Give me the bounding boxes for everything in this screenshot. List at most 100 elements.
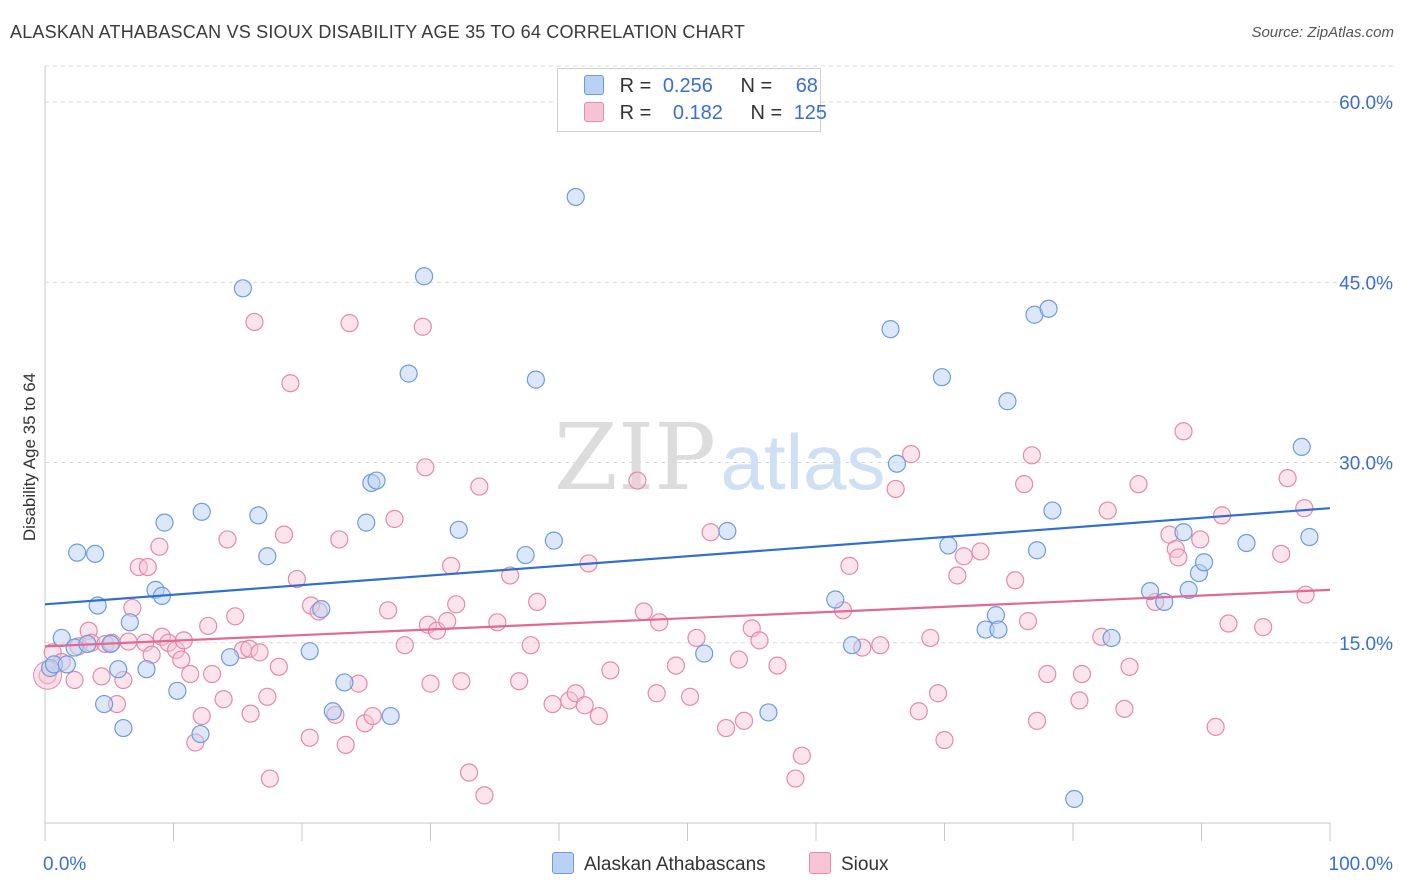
sioux-point xyxy=(260,769,279,788)
sioux-point xyxy=(240,639,259,658)
sioux-point xyxy=(181,664,200,684)
athabascan-point xyxy=(300,642,319,661)
sioux-point xyxy=(1006,571,1025,590)
athabascan-point xyxy=(109,660,128,679)
athabascan-point xyxy=(1027,541,1047,560)
sioux-point xyxy=(528,592,547,612)
sioux-point xyxy=(1254,618,1273,637)
athabascan-point xyxy=(759,703,778,722)
sioux-point xyxy=(871,636,890,655)
sioux-point xyxy=(274,525,294,544)
athabascan-point xyxy=(114,718,133,738)
athabascan-point xyxy=(881,320,900,339)
athabascan-point xyxy=(695,644,714,663)
athabascan-point xyxy=(137,660,156,679)
sioux-point xyxy=(1206,717,1225,736)
sioux-point xyxy=(501,566,520,585)
athabascan-point xyxy=(120,613,139,632)
athabascan-point xyxy=(566,187,585,207)
bottom-legend-label: Sioux xyxy=(841,854,889,875)
bottom-legend-label: Alaskan Athabascans xyxy=(584,854,766,875)
athabascan-point xyxy=(95,694,114,714)
sioux-point xyxy=(336,735,355,754)
athabascan-point xyxy=(1043,501,1062,520)
legend-n-value: 68 xyxy=(795,75,818,97)
sioux-point xyxy=(1296,585,1315,604)
athabascan-point xyxy=(1179,580,1198,599)
sioux-point xyxy=(701,523,720,542)
sioux-trend-line xyxy=(44,588,1331,648)
legend-r-value: 0.182 xyxy=(672,102,723,124)
sioux-point xyxy=(1272,544,1291,563)
bottom-legend-sioux: Sioux xyxy=(809,852,889,876)
athabascan-point xyxy=(249,506,268,525)
athabascan-point xyxy=(192,502,211,521)
sioux-point xyxy=(1278,469,1297,488)
athabascan-point xyxy=(399,364,418,383)
sioux-point xyxy=(92,667,111,686)
athabascan-point xyxy=(1300,527,1319,547)
athabascan-point xyxy=(312,600,331,619)
athabascan-point xyxy=(1194,553,1214,572)
sioux-point xyxy=(634,602,653,621)
legend-swatch-blue xyxy=(584,75,604,95)
athabascan-point xyxy=(544,531,563,550)
sioux-point xyxy=(1115,699,1134,718)
sioux-point xyxy=(172,650,191,669)
athabascan-point xyxy=(932,368,952,387)
athabascan-point xyxy=(357,513,376,532)
athabascan-point xyxy=(220,648,240,667)
sioux-point xyxy=(355,714,375,733)
sioux-point xyxy=(680,687,700,706)
athabascan-point xyxy=(939,536,958,555)
sioux-point xyxy=(1038,664,1057,684)
athabascan-point xyxy=(1102,628,1121,648)
sioux-point xyxy=(928,684,948,703)
sioux-point xyxy=(475,786,494,805)
athabascan-point xyxy=(323,702,342,721)
sioux-point xyxy=(716,718,736,738)
legend-r-value: 0.256 xyxy=(662,75,713,97)
athabascan-point xyxy=(233,279,252,298)
sioux-point xyxy=(459,763,479,782)
sioux-point xyxy=(575,696,594,715)
athabascan-point xyxy=(1292,437,1311,457)
sioux-point xyxy=(441,556,461,575)
athabascan-point xyxy=(414,267,434,286)
athabascan-point xyxy=(718,521,737,541)
watermark-zip: ZIP xyxy=(554,404,716,511)
sioux-point xyxy=(768,656,787,675)
athabascan-points xyxy=(41,187,1319,809)
legend-n-label: N = xyxy=(750,102,783,124)
trend-lines xyxy=(44,507,1331,648)
sioux-point xyxy=(287,569,306,589)
sioux-point xyxy=(729,650,749,669)
bottom-legend-swatch-pink xyxy=(809,852,831,874)
athabascan-point xyxy=(258,547,277,566)
sioux-point xyxy=(413,317,432,336)
sioux-point xyxy=(566,684,585,703)
y-tick-label: 45.0% xyxy=(1339,273,1393,294)
sioux-point xyxy=(138,557,157,577)
sioux-point xyxy=(416,458,435,477)
sioux-point xyxy=(300,728,319,747)
y-axis-label: Disability Age 35 to 64 xyxy=(20,372,39,542)
sioux-point xyxy=(921,628,940,648)
sioux-point xyxy=(199,616,218,636)
athabascan-point xyxy=(526,370,545,389)
legend-n-value: 125 xyxy=(793,102,828,124)
athabascan-point xyxy=(1065,789,1084,809)
legend-row-athabascan: R = 0.256 N = 68 xyxy=(584,75,818,99)
sioux-point xyxy=(589,706,608,726)
sioux-point xyxy=(202,664,222,684)
tick-labels: 15.0% 30.0% 45.0% 60.0% 0.0% 100.0% xyxy=(43,93,1393,875)
sioux-point xyxy=(786,769,805,788)
sioux-point xyxy=(971,542,990,561)
sioux-point xyxy=(1295,499,1314,518)
y-tick-label: 15.0% xyxy=(1339,634,1393,655)
correlation-legend: R = 0.256 N = 68 R = 0.182 N = 125 xyxy=(557,68,827,132)
sioux-point xyxy=(438,612,457,631)
sioux-point xyxy=(1098,501,1117,520)
athabascan-trend-line xyxy=(44,507,1331,606)
sioux-point xyxy=(363,706,382,726)
